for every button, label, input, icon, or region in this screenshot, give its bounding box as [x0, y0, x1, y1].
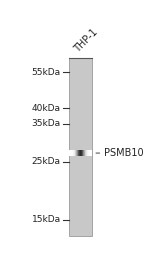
Text: 40kDa: 40kDa: [32, 104, 61, 113]
Bar: [91, 150, 92, 156]
Bar: [84, 150, 85, 156]
Bar: [74, 150, 75, 156]
Bar: [81, 150, 82, 156]
Text: 25kDa: 25kDa: [32, 157, 61, 166]
Text: 15kDa: 15kDa: [32, 216, 61, 224]
Bar: [70, 150, 71, 156]
Text: PSMB10: PSMB10: [104, 148, 143, 158]
Bar: [77, 150, 78, 156]
Bar: [71, 150, 72, 156]
Bar: [76, 150, 77, 156]
Bar: [79, 150, 80, 156]
Bar: [78, 150, 79, 156]
Bar: [73, 150, 74, 156]
Bar: [85, 150, 86, 156]
Bar: [82, 150, 83, 156]
Text: THP-1: THP-1: [72, 27, 99, 54]
Bar: [88, 150, 89, 156]
Bar: [72, 150, 73, 156]
Bar: [89, 150, 90, 156]
Bar: [90, 150, 91, 156]
Bar: [86, 150, 87, 156]
Bar: [69, 150, 70, 156]
Text: 55kDa: 55kDa: [32, 68, 61, 76]
Bar: [83, 150, 84, 156]
Bar: [80, 150, 81, 156]
Bar: [75, 150, 76, 156]
Bar: [87, 150, 88, 156]
Text: 35kDa: 35kDa: [32, 119, 61, 128]
